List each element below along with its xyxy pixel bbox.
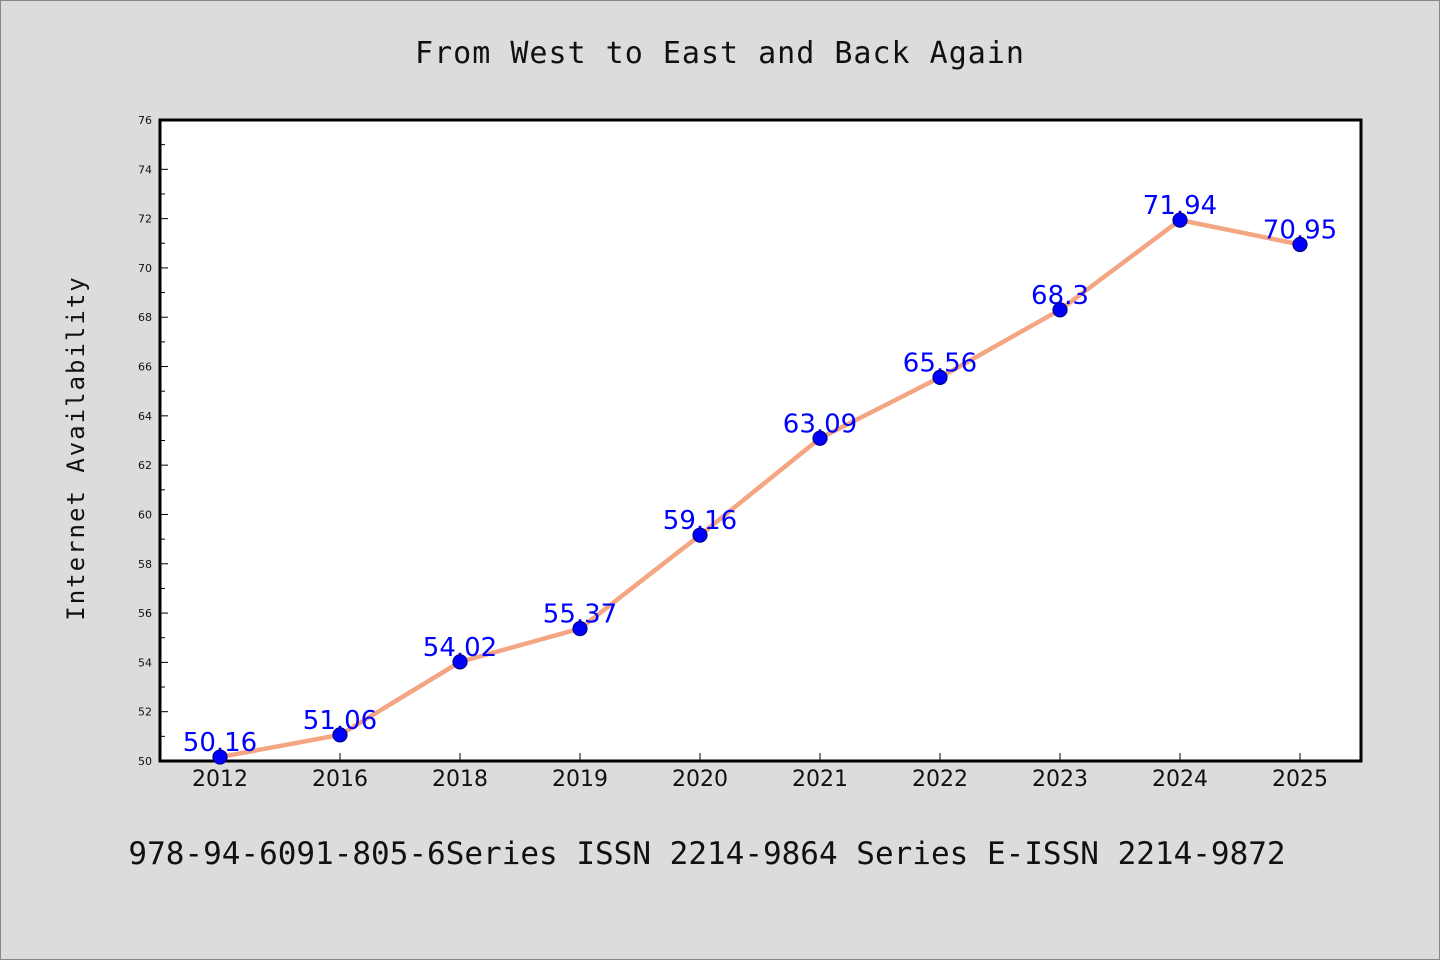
figure-caption: 978-94-6091-805-6Series ISSN 2214-9864 S… (128, 836, 1285, 872)
y-tick-label: 62 (138, 459, 152, 472)
data-point (1052, 302, 1068, 318)
chart-title: From West to East and Back Again (415, 36, 1025, 71)
data-point (1172, 212, 1188, 228)
y-tick-label: 70 (138, 262, 152, 275)
x-tick-label: 2024 (1152, 767, 1208, 792)
y-tick-label: 52 (138, 706, 152, 719)
series-line (217, 217, 1303, 760)
y-tick-label: 56 (138, 607, 152, 620)
x-tick-label: 2025 (1272, 767, 1328, 792)
data-point (332, 727, 348, 743)
x-tick-label: 2018 (432, 767, 488, 792)
data-point (692, 527, 708, 543)
y-axis-label: Internet Availability (62, 275, 90, 620)
y-tick-label: 72 (138, 213, 152, 226)
plot-area (158, 118, 1363, 763)
y-tick-label: 66 (138, 361, 152, 374)
y-tick-label: 76 (138, 114, 152, 127)
data-point (452, 654, 468, 670)
x-tick-label: 2021 (792, 767, 848, 792)
y-tick-label: 68 (138, 311, 152, 324)
x-tick-label: 2012 (192, 767, 248, 792)
y-tick-label: 58 (138, 558, 152, 571)
x-axis-ticks: 2012 2016 2018 2019 2020 2021 2022 2023 2024 2025 (192, 753, 1328, 792)
data-point (1292, 236, 1308, 253)
x-tick-label: 2019 (552, 767, 608, 792)
data-point (572, 621, 588, 637)
x-tick-label: 2022 (912, 767, 968, 792)
x-tick-label: 2020 (672, 767, 728, 792)
data-point (212, 749, 228, 765)
y-tick-label: 74 (138, 163, 152, 176)
x-tick-label: 2016 (312, 767, 368, 792)
y-tick-label: 60 (138, 508, 152, 521)
y-tick-label: 54 (138, 656, 152, 669)
series-group: 50.1651.0654.0255.3759.1663.0965.5668.37… (183, 191, 1337, 765)
y-tick-label: 50 (138, 755, 152, 768)
y-axis-ticks: 50 52 54 56 58 60 62 64 66 68 70 72 74 76 (138, 114, 168, 768)
data-point (812, 430, 828, 446)
x-tick-label: 2023 (1032, 767, 1088, 792)
y-tick-label: 64 (138, 410, 152, 423)
data-point (932, 369, 948, 385)
